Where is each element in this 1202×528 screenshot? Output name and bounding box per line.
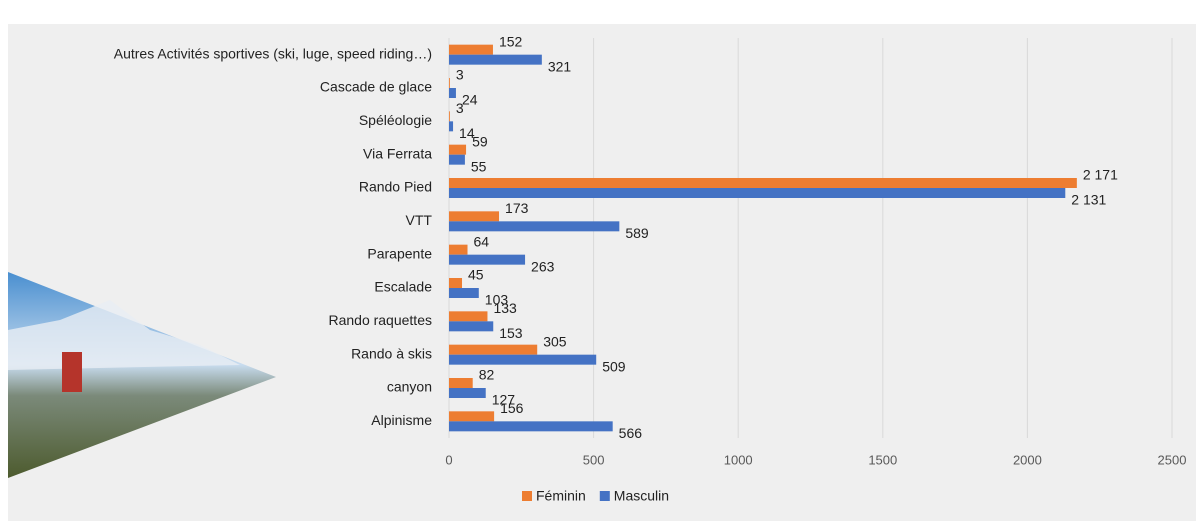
x-tick-label: 500 [583, 452, 605, 467]
data-label: 64 [474, 233, 490, 249]
data-label: 2 131 [1071, 192, 1106, 208]
data-label: 263 [531, 258, 555, 274]
bar [449, 254, 526, 265]
data-label: 152 [499, 33, 523, 49]
data-label: 153 [499, 325, 523, 341]
y-tick-label: Cascade de glace [320, 79, 432, 95]
data-label: 321 [548, 58, 572, 74]
bar [449, 88, 456, 98]
y-tick-label: Rando raquettes [328, 312, 432, 328]
bar [449, 411, 495, 422]
bar [449, 344, 538, 355]
legend-label: Masculin [614, 488, 669, 504]
data-label: 82 [479, 367, 495, 383]
x-tick-label: 0 [445, 452, 452, 467]
bar [449, 121, 454, 132]
data-label: 173 [505, 200, 529, 216]
data-label: 24 [462, 92, 478, 108]
bar [449, 311, 488, 322]
bar [449, 378, 473, 388]
bar [449, 244, 468, 255]
bar [449, 278, 463, 288]
bar [449, 421, 613, 432]
bar [449, 144, 467, 155]
bar [449, 211, 500, 222]
data-label: 45 [468, 267, 484, 283]
data-label: 133 [493, 300, 517, 316]
bar [449, 44, 493, 55]
bar [449, 78, 450, 88]
bar [449, 354, 597, 365]
y-tick-label: Escalade [374, 279, 432, 295]
x-tick-label: 2500 [1158, 452, 1187, 467]
chart-background [8, 24, 1196, 521]
y-tick-label: Via Ferrata [363, 145, 432, 161]
data-label: 589 [625, 225, 649, 241]
y-tick-label: Autres Activités sportives (ski, luge, s… [114, 45, 432, 61]
y-tick-label: Rando à skis [351, 345, 432, 361]
bar [449, 154, 465, 165]
x-tick-label: 1500 [868, 452, 897, 467]
bar [449, 188, 1066, 198]
legend-swatch [522, 491, 532, 501]
data-label: 103 [485, 292, 509, 308]
y-tick-label: Rando Pied [359, 179, 432, 195]
bar [449, 388, 486, 398]
hiker-decoration [62, 352, 82, 392]
y-tick-label: Alpinisme [371, 412, 432, 428]
legend-swatch [599, 491, 610, 501]
bar [449, 111, 450, 122]
y-tick-label: canyon [387, 379, 432, 395]
data-label: 3 [456, 100, 464, 116]
x-tick-label: 2000 [1013, 452, 1042, 467]
x-tick-label: 1000 [724, 452, 753, 467]
data-label: 127 [492, 392, 516, 408]
data-label: 55 [471, 158, 487, 174]
bar [449, 288, 479, 298]
y-tick-label: Spéléologie [359, 112, 432, 128]
data-label: 59 [472, 133, 488, 149]
data-label: 566 [619, 425, 643, 441]
bar [449, 54, 542, 65]
bar [449, 178, 1077, 188]
data-label: 305 [543, 333, 567, 349]
bar [449, 321, 494, 332]
data-label: 14 [459, 125, 475, 141]
y-tick-label: VTT [406, 212, 433, 228]
data-label: 3 [456, 67, 464, 83]
data-label: 509 [602, 358, 626, 374]
y-tick-label: Parapente [367, 245, 432, 261]
data-label: 156 [500, 400, 524, 416]
data-label: 2 171 [1083, 167, 1118, 183]
legend-label: Féminin [536, 488, 586, 504]
bar [449, 221, 620, 232]
